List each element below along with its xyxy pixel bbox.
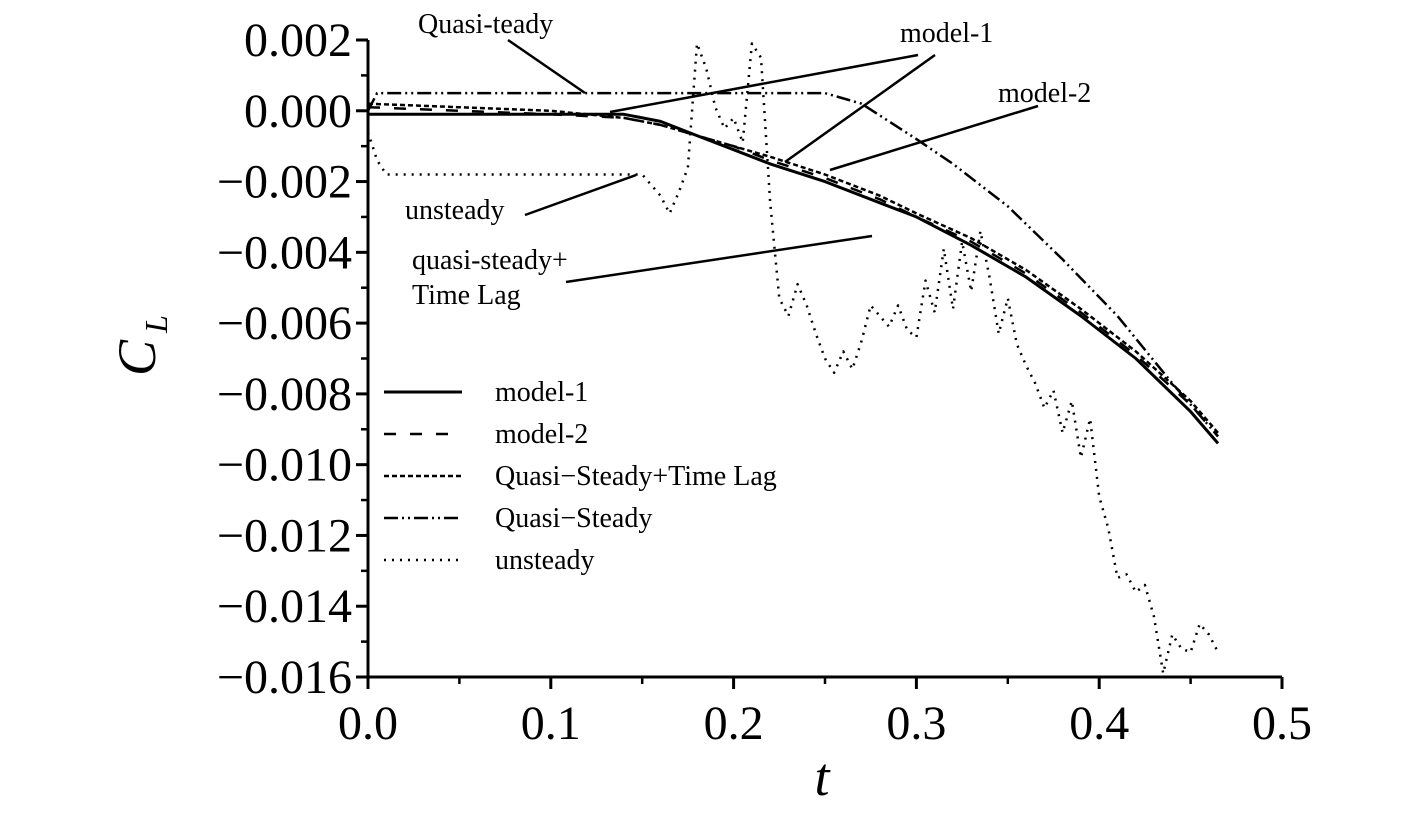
x-tick-label: 0.5 — [1252, 697, 1312, 750]
annotation-quasi-steady: Quasi-teady — [418, 9, 586, 95]
legend-item: Quasi−Steady — [384, 503, 652, 534]
annotation-label: model-2 — [998, 78, 1091, 109]
y-tick-label: −0.008 — [217, 368, 352, 421]
x-tick-label: 0.4 — [1069, 697, 1129, 750]
legend-item: model-1 — [384, 377, 588, 408]
y-tick-label: −0.016 — [217, 651, 352, 704]
annotation-leader-line — [507, 38, 586, 95]
y-tick-label: −0.002 — [217, 156, 352, 209]
legend-item: Quasi−Steady+Time Lag — [384, 461, 777, 492]
legend-label: model-2 — [495, 419, 588, 450]
y-axis-title-sub: L — [138, 315, 174, 334]
annotation-label: Quasi-teady — [418, 9, 553, 40]
annotation-leader-line — [829, 104, 1039, 172]
x-tick-label: 0.3 — [886, 697, 946, 750]
annotation-model-1: model-1 — [609, 18, 993, 164]
y-axis-title-main: C — [107, 339, 167, 376]
legend-label: model-1 — [495, 377, 588, 408]
y-tick-label: −0.014 — [217, 580, 352, 633]
series-line-unsteady — [366, 42, 1220, 675]
legend-label: unsteady — [495, 545, 595, 576]
series-line-quasi-steady-time-lag — [367, 102, 1219, 434]
legend-item: unsteady — [384, 545, 595, 576]
x-tick-label: 0.0 — [338, 697, 398, 750]
y-tick-label: −0.010 — [217, 439, 352, 492]
y-tick-label: 0.002 — [244, 14, 352, 67]
annotation-label: model-1 — [900, 18, 993, 49]
legend-item: model-2 — [384, 419, 588, 450]
annotation-label: quasi-steady+ — [412, 245, 568, 276]
annotation-quasi-steady-time-lag: quasi-steady+ Time Lag — [412, 234, 873, 311]
y-tick-label: −0.004 — [217, 226, 352, 279]
y-tick-label: 0.000 — [244, 85, 352, 138]
series-line-quasi-steady — [366, 91, 1219, 438]
y-tick-label: −0.006 — [217, 297, 352, 350]
x-tick-label: 0.1 — [521, 697, 581, 750]
y-axis-title: CL — [107, 315, 174, 376]
annotation-leader-line — [565, 234, 873, 284]
series-line-model-1 — [368, 112, 1220, 445]
annotation-label: Time Lag — [412, 280, 521, 311]
legend-label: Quasi−Steady+Time Lag — [495, 461, 777, 492]
annotation-model-2: model-2 — [829, 78, 1091, 172]
annotation-label: unsteady — [405, 195, 505, 226]
annotation-leader-line — [609, 53, 919, 114]
annotation-unsteady: unsteady — [405, 173, 637, 226]
annotation-leader-line — [524, 173, 637, 217]
legend: model-1 model-2 Quasi−Steady+Time Lag Quasi… — [384, 377, 777, 576]
annotation-leader-line — [784, 53, 936, 164]
axes: 0.0 0.1 0.2 0.3 0.4 0.5 0.002 0.000 −0.002 −0.004… — [107, 14, 1312, 807]
series-group — [366, 42, 1220, 675]
x-axis-title: t — [814, 747, 831, 807]
x-tick-label: 0.2 — [704, 697, 764, 750]
y-tick-label: −0.012 — [217, 509, 352, 562]
legend-label: Quasi−Steady — [495, 503, 652, 534]
